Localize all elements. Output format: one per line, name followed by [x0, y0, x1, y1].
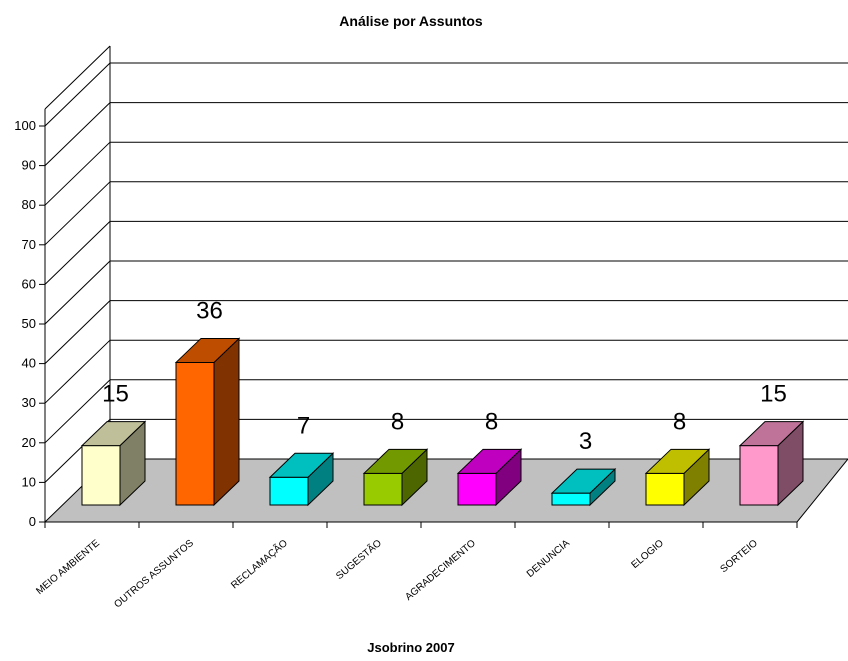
data-label: 15	[760, 381, 787, 408]
bar-front-face	[175, 361, 215, 506]
data-label: 7	[297, 412, 310, 439]
y-tick-label: 90	[22, 158, 36, 173]
data-label: 36	[196, 297, 223, 324]
y-tick-label: 20	[22, 435, 36, 450]
y-tick-label: 40	[22, 356, 36, 371]
side-gridline	[44, 141, 111, 206]
bar-top-face	[362, 448, 429, 474]
bar: 8	[362, 408, 429, 507]
data-label: 3	[579, 428, 592, 455]
y-tick-label: 0	[29, 514, 36, 529]
x-axis-label: Jsobrino 2007	[367, 640, 454, 655]
data-label: 8	[485, 408, 498, 435]
x-tick-label: RECLAMAÇÃO	[228, 536, 290, 591]
x-tick-label: SORTEIO	[719, 538, 761, 575]
data-label: 15	[102, 381, 129, 408]
side-gridline	[44, 102, 111, 166]
bar-top-face	[268, 452, 335, 478]
bar-front-face	[363, 472, 403, 506]
floor	[43, 458, 848, 523]
bars: 15 MEIO AMBIENTE 36 OUTROS ASSUNTOS 7 RECLAMA…	[34, 297, 805, 611]
y-tick-label: 100	[14, 118, 36, 133]
x-tick-label: OUTROS ASSUNTOS	[112, 538, 196, 611]
bar-front-face	[645, 472, 685, 506]
bar: 8	[644, 408, 711, 507]
x-tick-label: MEIO AMBIENTE	[34, 538, 102, 597]
bar: 3	[550, 428, 617, 507]
bar-side-face	[213, 337, 240, 507]
bar-front-face	[81, 445, 121, 506]
bar-top-face	[644, 448, 711, 474]
x-tick-label: AGRADECIMENTO	[403, 538, 478, 603]
side-gridline	[44, 300, 111, 364]
bar: 8	[456, 408, 523, 507]
bar-top-face	[80, 421, 147, 447]
bar-front-face	[551, 492, 591, 506]
bar: 36	[174, 297, 241, 507]
bar: 15	[80, 381, 147, 507]
x-tick-label: ELOGIO	[629, 538, 666, 571]
bar: 15	[738, 381, 805, 507]
chart-title: Análise por Assuntos	[339, 13, 483, 29]
data-label: 8	[391, 408, 404, 435]
bar: 7	[268, 412, 335, 507]
y-tick-label: 60	[22, 276, 36, 291]
x-tick-label: DENUNCIA	[525, 538, 572, 580]
side-wall-top	[44, 45, 111, 110]
side-gridline	[44, 379, 111, 444]
side-gridline	[44, 260, 111, 325]
side-gridline	[44, 339, 111, 404]
side-gridline	[44, 181, 111, 246]
side-gridline	[44, 62, 111, 127]
bar-front-face	[269, 476, 309, 506]
y-tick-label: 30	[22, 395, 36, 410]
x-tick-label: SUGESTÃO	[333, 536, 384, 582]
bar-front-face	[457, 472, 497, 506]
y-tick-label: 80	[22, 197, 36, 212]
y-tick-label: 10	[22, 474, 36, 489]
bar-top-face	[550, 468, 617, 494]
y-tick-label: 70	[22, 237, 36, 252]
data-label: 8	[673, 408, 686, 435]
y-tick-label: 50	[22, 316, 36, 331]
side-gridline	[44, 221, 111, 285]
bar-top-face	[738, 421, 805, 447]
bar-top-face	[456, 448, 523, 474]
bar-top-face	[174, 337, 241, 363]
bar-front-face	[739, 445, 779, 506]
